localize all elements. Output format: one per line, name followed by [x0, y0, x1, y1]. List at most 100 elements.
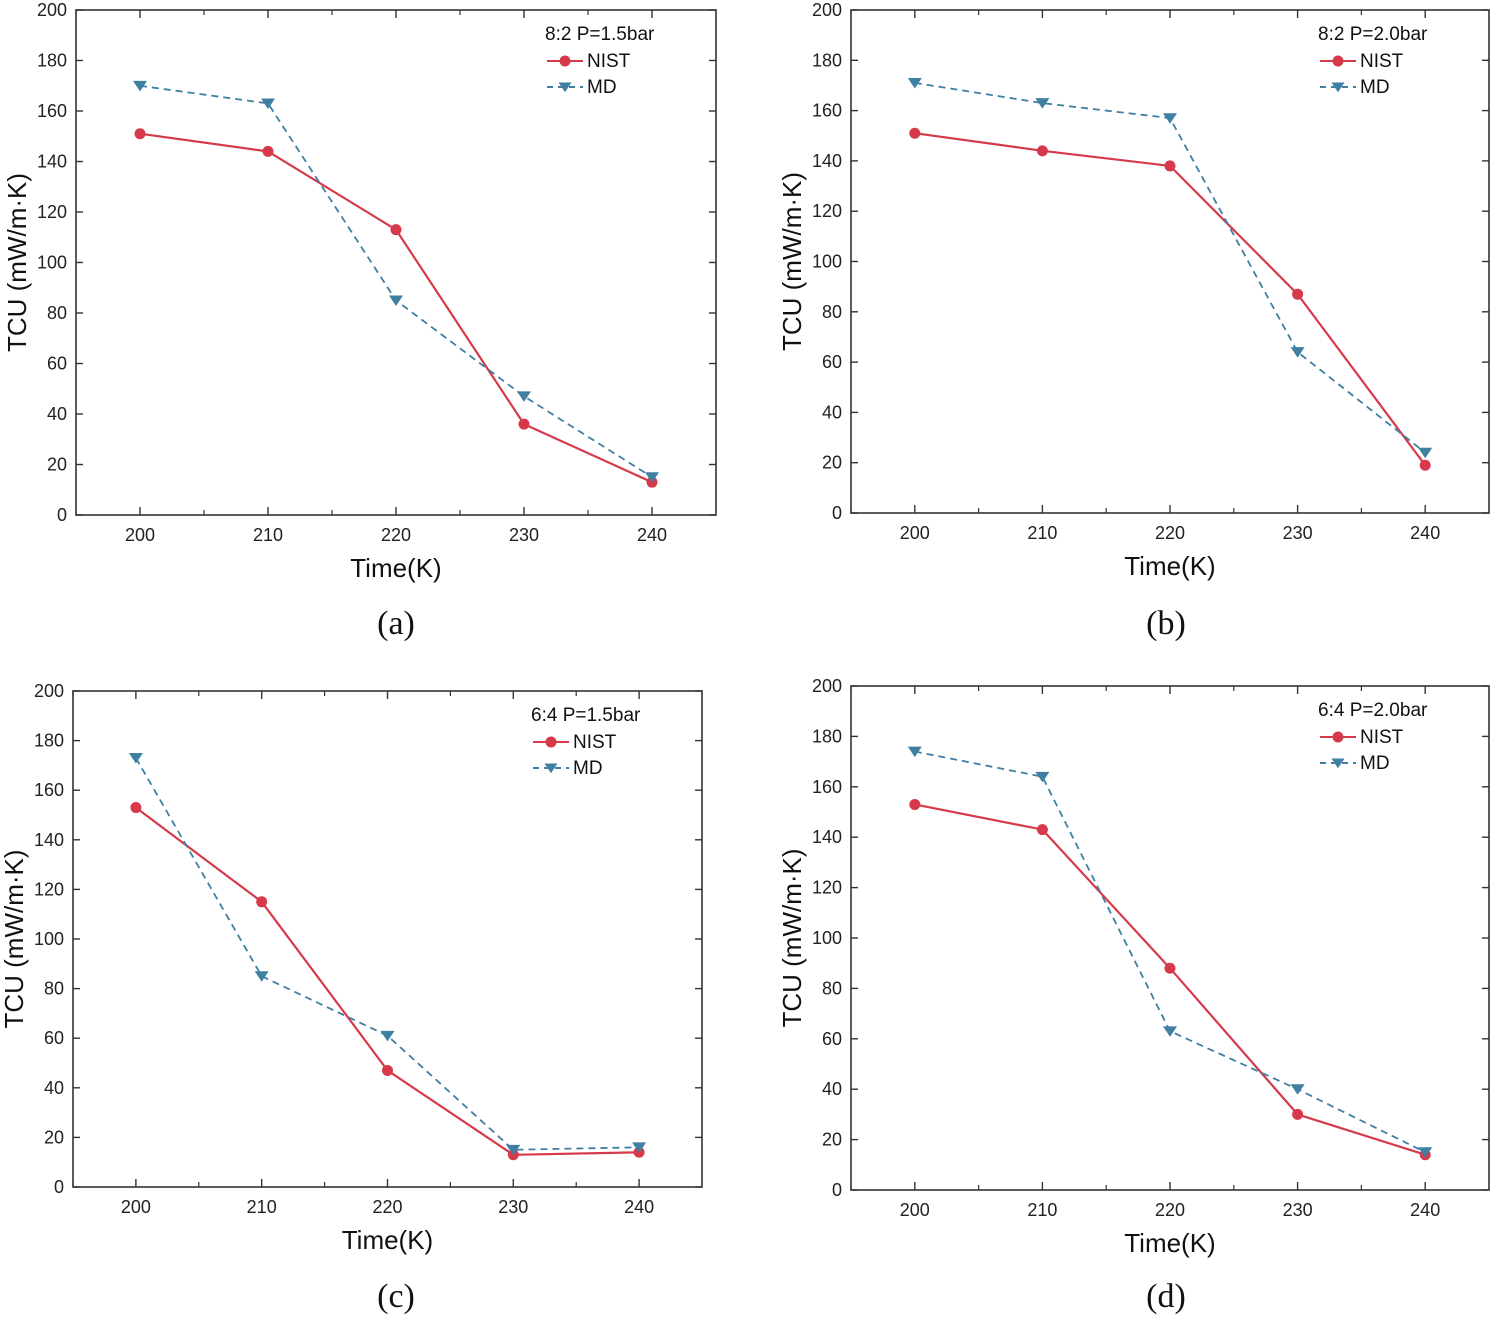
- series-line-md: [914, 82, 1426, 454]
- y-tick-label: 120: [812, 878, 842, 898]
- y-tick-label: 60: [47, 354, 67, 374]
- legend-marker-circle: [1332, 55, 1344, 67]
- y-tick-label: 120: [34, 879, 64, 899]
- y-tick-label: 40: [822, 1079, 842, 1099]
- y-tick-label: 100: [34, 929, 64, 949]
- nist-point: [1164, 962, 1176, 974]
- series-line-md: [135, 757, 640, 1151]
- y-axis-title: TCU (mW/m·K): [2, 173, 32, 352]
- panel-caption: (c): [377, 1278, 415, 1315]
- y-tick-label: 80: [822, 302, 842, 322]
- panel-caption: (b): [1146, 605, 1186, 642]
- x-tick-label: 220: [1155, 1200, 1185, 1220]
- series-line-nist: [914, 132, 1427, 466]
- x-axis-title: Time(K): [1124, 1228, 1215, 1258]
- md-point: [1418, 1147, 1433, 1158]
- plot-frame: [72, 690, 703, 1188]
- y-tick-label: 60: [44, 1028, 64, 1048]
- x-tick-label: 200: [900, 523, 930, 543]
- y-tick-label: 200: [812, 676, 842, 696]
- nist-point: [262, 145, 274, 157]
- y-tick-label: 80: [47, 303, 67, 323]
- y-tick-label: 100: [812, 928, 842, 948]
- y-tick-label: 20: [44, 1127, 64, 1147]
- y-tick-label: 160: [812, 777, 842, 797]
- md-point: [1290, 347, 1305, 358]
- legend-marker-circle: [545, 736, 557, 748]
- nist-point: [1164, 160, 1176, 172]
- y-tick-label: 180: [812, 50, 842, 70]
- y-tick-label: 160: [812, 101, 842, 121]
- nist-point: [256, 896, 268, 908]
- legend-label: NIST: [1360, 51, 1404, 72]
- y-tick-label: 0: [832, 503, 842, 523]
- nist-point: [134, 128, 146, 140]
- nist-point: [518, 418, 530, 430]
- legend-marker-triangle: [544, 763, 558, 774]
- x-tick-label: 240: [637, 525, 667, 545]
- x-tick-label: 230: [498, 1197, 528, 1217]
- nist-point: [1292, 288, 1304, 300]
- legend-marker-circle: [1332, 731, 1344, 743]
- x-tick-label: 200: [900, 1200, 930, 1220]
- md-point: [1035, 771, 1050, 783]
- y-axis-title: TCU (mW/m·K): [777, 172, 807, 351]
- legend-title: 6:4 P=2.0bar: [1318, 700, 1428, 721]
- nist-point: [390, 224, 402, 236]
- y-tick-label: 140: [812, 151, 842, 171]
- x-tick-label: 240: [624, 1197, 654, 1217]
- x-tick-label: 240: [1410, 523, 1440, 543]
- y-tick-label: 40: [822, 402, 842, 422]
- y-tick-label: 160: [37, 101, 67, 121]
- plot-frame: [850, 9, 1490, 514]
- md-point: [907, 746, 922, 758]
- y-tick-label: 200: [812, 0, 842, 20]
- y-tick-label: 120: [37, 202, 67, 222]
- y-tick-label: 40: [44, 1078, 64, 1098]
- legend-label: NIST: [1360, 727, 1404, 748]
- series-line-nist: [135, 806, 640, 1156]
- y-tick-label: 0: [54, 1177, 64, 1197]
- x-tick-label: 210: [253, 525, 283, 545]
- chart-panel: 0 20 40 60 80 100 120 140 160 180 200 200 210 220 230 2…: [0, 681, 703, 1315]
- plot-frame: [75, 9, 717, 516]
- y-tick-label: 20: [822, 453, 842, 473]
- y-tick-label: 120: [812, 201, 842, 221]
- panel-caption: (a): [377, 605, 415, 642]
- y-tick-label: 100: [37, 253, 67, 273]
- nist-point: [909, 127, 921, 139]
- y-tick-label: 40: [47, 404, 67, 424]
- legend-label: MD: [1360, 77, 1390, 98]
- md-point: [1418, 447, 1433, 459]
- y-tick-label: 100: [812, 252, 842, 272]
- chart-panel: 0 20 40 60 80 100 120 140 160 180 200 200 210 220 230 2…: [777, 676, 1490, 1315]
- plot-frame: [850, 685, 1490, 1191]
- nist-point: [382, 1064, 393, 1076]
- x-tick-label: 220: [1155, 523, 1185, 543]
- md-point: [133, 80, 147, 92]
- legend-title: 6:4 P=1.5bar: [531, 705, 641, 726]
- legend-label: MD: [573, 758, 603, 779]
- chart-panel: 0 20 40 60 80 100 120 140 160 180 200 200 210 220 230 2…: [777, 0, 1490, 642]
- y-tick-label: 60: [822, 352, 842, 372]
- legend-marker-circle: [559, 55, 571, 67]
- x-tick-label: 210: [1027, 1200, 1057, 1220]
- legend-label: MD: [587, 77, 617, 98]
- x-tick-label: 230: [509, 525, 539, 545]
- md-point: [254, 971, 269, 982]
- md-point: [1163, 113, 1177, 124]
- x-tick-label: 230: [1283, 1200, 1313, 1220]
- x-tick-label: 240: [1410, 1200, 1440, 1220]
- legend-marker-triangle: [558, 82, 572, 93]
- x-tick-label: 220: [381, 525, 411, 545]
- legend-marker-triangle: [1331, 82, 1345, 93]
- nist-point: [1292, 1108, 1304, 1120]
- x-tick-label: 200: [121, 1197, 151, 1217]
- nist-point: [1036, 824, 1048, 836]
- x-tick-label: 200: [125, 525, 155, 545]
- md-point: [517, 391, 531, 402]
- nist-point: [1419, 459, 1431, 471]
- x-tick-label: 230: [1283, 523, 1313, 543]
- x-tick-label: 220: [372, 1197, 402, 1217]
